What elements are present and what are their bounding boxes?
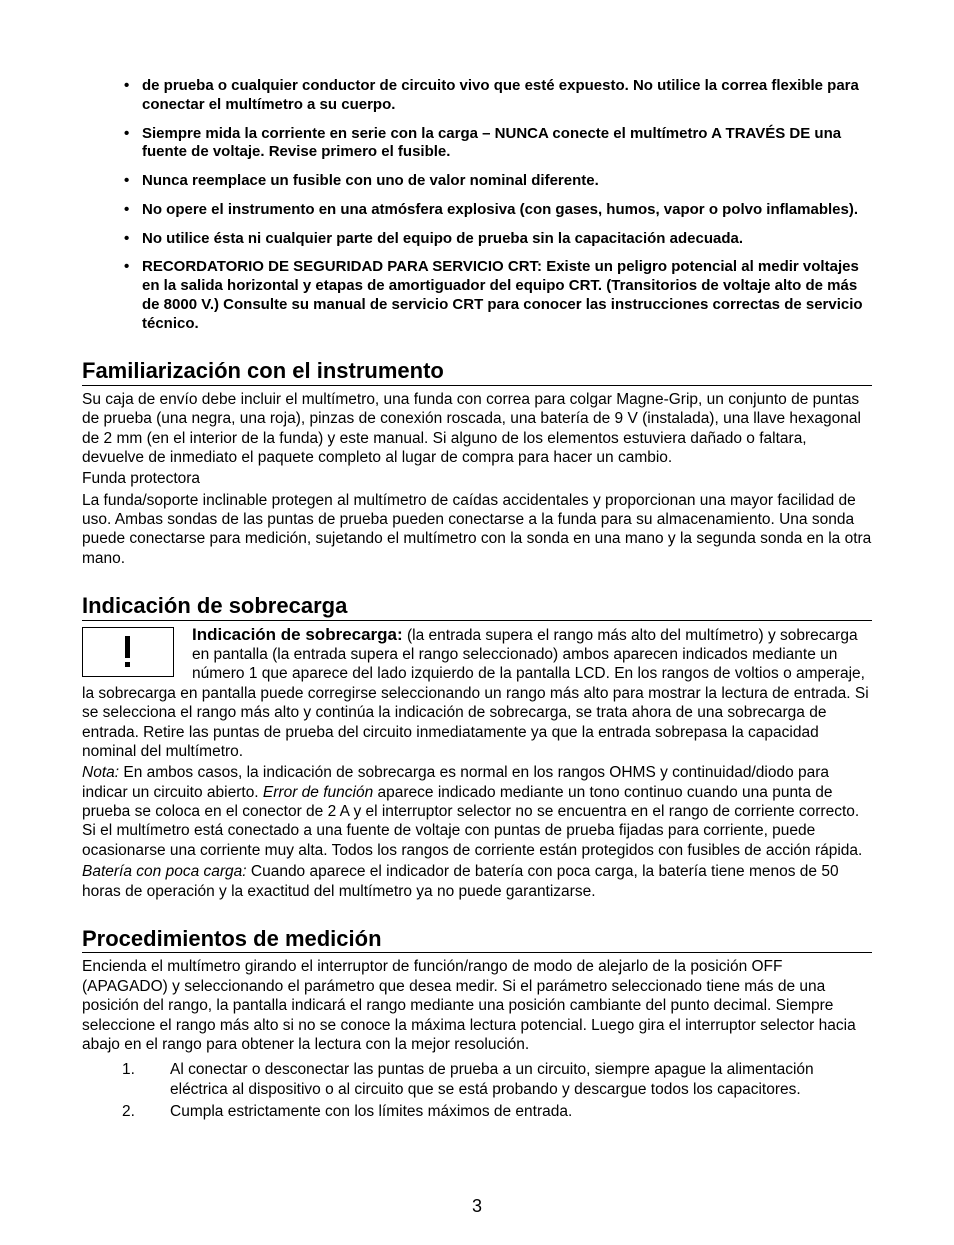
overload-display-icon xyxy=(82,627,174,677)
sobrecarga-p3: Batería con poca carga: Cuando aparece e… xyxy=(82,862,872,901)
procedimientos-p1: Encienda el multímetro girando el interr… xyxy=(82,957,872,1054)
sobrecarga-p1: Indicación de sobrecarga: (la entrada su… xyxy=(82,624,872,762)
familiarizacion-p3: La funda/soporte inclinable protegen al … xyxy=(82,491,872,569)
warning-bullet-text: Nunca reemplace un fusible con uno de va… xyxy=(142,172,599,189)
error-funcion-label: Error de función xyxy=(263,784,373,801)
step-number: 2. xyxy=(122,1102,135,1121)
step-number: 1. xyxy=(122,1060,135,1079)
warning-bullet-text: Siempre mida la corriente en serie con l… xyxy=(142,125,841,161)
heading-sobrecarga: Indicación de sobrecarga xyxy=(82,592,872,621)
sobrecarga-p1-text: (la entrada supera el rango más alto del… xyxy=(82,627,869,760)
warning-bullet: RECORDATORIO DE SEGURIDAD PARA SERVICIO … xyxy=(142,258,872,333)
step-text: Al conectar o desconectar las puntas de … xyxy=(170,1061,814,1097)
sobrecarga-block: Indicación de sobrecarga: (la entrada su… xyxy=(82,624,872,762)
warning-bullet-text: RECORDATORIO DE SEGURIDAD PARA SERVICIO … xyxy=(142,258,863,331)
familiarizacion-p1: Su caja de envío debe incluir el multíme… xyxy=(82,390,872,468)
intro-continuation-text: de prueba o cualquier conductor de circu… xyxy=(142,77,872,115)
bateria-label: Batería con poca carga: xyxy=(82,863,247,880)
warning-bullet: No opere el instrumento en una atmósfera… xyxy=(142,201,872,220)
procedimientos-step: 2. Cumpla estrictamente con los límites … xyxy=(170,1102,872,1121)
procedimientos-steps: 1. Al conectar o desconectar las puntas … xyxy=(82,1060,872,1121)
procedimientos-step: 1. Al conectar o desconectar las puntas … xyxy=(170,1060,872,1099)
sobrecarga-p2: Nota: En ambos casos, la indicación de s… xyxy=(82,763,872,860)
warning-bullet: Siempre mida la corriente en serie con l… xyxy=(142,125,872,163)
warning-bullet-list: de prueba o cualquier conductor de circu… xyxy=(82,77,872,115)
heading-familiarizacion: Familiarización con el instrumento xyxy=(82,357,872,386)
sobrecarga-lead: Indicación de sobrecarga: xyxy=(192,625,403,644)
warning-bullet-text: No utilice ésta ni cualquier parte del e… xyxy=(142,230,743,247)
document-page: de prueba o cualquier conductor de circu… xyxy=(0,0,954,1245)
warning-bullet-text: No opere el instrumento en una atmósfera… xyxy=(142,201,858,218)
warning-bullets: Siempre mida la corriente en serie con l… xyxy=(82,125,872,334)
warning-bullet: Nunca reemplace un fusible con uno de va… xyxy=(142,172,872,191)
heading-procedimientos: Procedimientos de medición xyxy=(82,925,872,954)
nota-label: Nota: xyxy=(82,764,119,781)
page-number: 3 xyxy=(0,1196,954,1217)
intro-continuation: de prueba o cualquier conductor de circu… xyxy=(142,77,872,115)
familiarizacion-p2: Funda protectora xyxy=(82,469,872,488)
warning-bullet: No utilice ésta ni cualquier parte del e… xyxy=(142,230,872,249)
step-text: Cumpla estrictamente con los límites máx… xyxy=(170,1103,572,1120)
